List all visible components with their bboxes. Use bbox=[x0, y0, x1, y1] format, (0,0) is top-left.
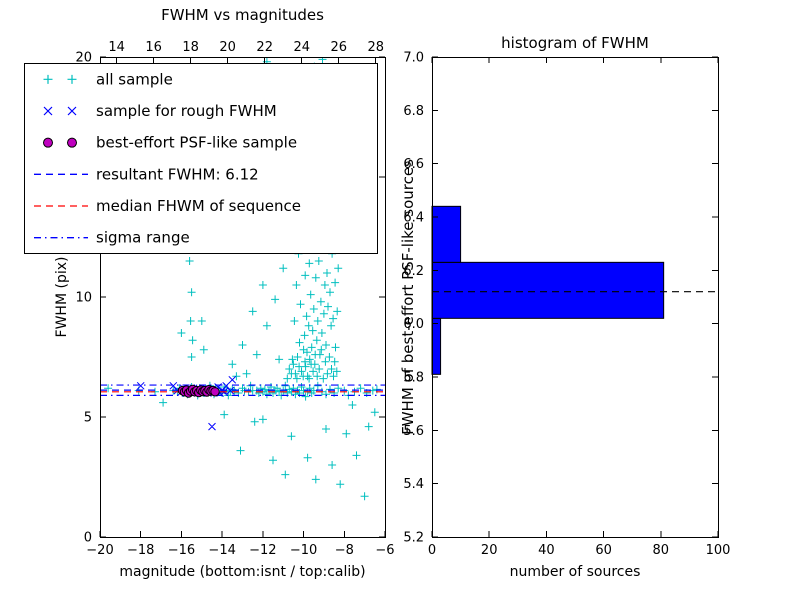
series-psf-like bbox=[177, 384, 220, 398]
legend-x-marker-icon bbox=[43, 106, 53, 116]
histogram-bar bbox=[431, 205, 462, 263]
svg-text:40: 40 bbox=[538, 543, 555, 558]
svg-text:−20: −20 bbox=[86, 543, 113, 558]
svg-text:22: 22 bbox=[256, 40, 273, 55]
legend-entry: all sample bbox=[43, 70, 173, 88]
legend-plus-marker-icon bbox=[43, 74, 53, 84]
svg-text:18: 18 bbox=[182, 40, 199, 55]
svg-text:5.4: 5.4 bbox=[403, 477, 424, 492]
svg-text:0: 0 bbox=[428, 543, 436, 558]
right-plot-axes bbox=[431, 56, 719, 538]
svg-text:20: 20 bbox=[219, 40, 236, 55]
legend-entry: best-effort PSF-like sample bbox=[43, 134, 297, 152]
series-rough-fwhm bbox=[136, 375, 237, 431]
svg-text:20: 20 bbox=[75, 51, 92, 66]
histogram-bar bbox=[431, 317, 442, 375]
svg-text:100: 100 bbox=[706, 543, 731, 558]
svg-text:6.8: 6.8 bbox=[403, 104, 424, 119]
svg-text:5: 5 bbox=[84, 411, 92, 426]
svg-text:6.4: 6.4 bbox=[403, 211, 424, 226]
legend-circle-marker-icon bbox=[67, 137, 77, 148]
legend-label: all sample bbox=[96, 70, 173, 88]
left-plot-axes bbox=[99, 56, 386, 538]
legend-label: median FHWM of sequence bbox=[96, 197, 301, 215]
svg-text:0: 0 bbox=[84, 531, 92, 546]
svg-text:20: 20 bbox=[481, 543, 498, 558]
legend-entry: sigma range bbox=[34, 229, 190, 247]
legend: all sample sample for rough FWHM best-effo… bbox=[24, 63, 378, 254]
svg-text:28: 28 bbox=[367, 40, 384, 55]
right-plot-ylabel: FWHM of best-effort PSF-like sources bbox=[399, 159, 417, 435]
legend-label: best-effort PSF-like sample bbox=[96, 134, 297, 152]
histogram-data bbox=[431, 205, 718, 375]
svg-text:−18: −18 bbox=[127, 543, 154, 558]
legend-entry: median FHWM of sequence bbox=[34, 197, 301, 215]
svg-text:5.8: 5.8 bbox=[403, 371, 424, 386]
svg-text:24: 24 bbox=[293, 40, 310, 55]
legend-label: sigma range bbox=[96, 229, 190, 247]
svg-text:14: 14 bbox=[108, 40, 125, 55]
svg-text:−14: −14 bbox=[208, 543, 235, 558]
legend-circle-marker-icon bbox=[43, 137, 53, 148]
left-plot-xlabel: magnitude (bottom:isnt / top:calib) bbox=[119, 564, 366, 580]
svg-text:6.6: 6.6 bbox=[403, 157, 424, 172]
svg-text:−16: −16 bbox=[168, 543, 195, 558]
histogram-bar bbox=[431, 261, 665, 319]
svg-text:−10: −10 bbox=[290, 543, 317, 558]
left-plot-ylabel: FWHM (pix) bbox=[54, 256, 70, 338]
legend-label: sample for rough FWHM bbox=[96, 102, 277, 120]
svg-text:5.6: 5.6 bbox=[403, 424, 424, 439]
right-plot-tick-labels: 0 20 40 60 80 100 5.2 5.4 5.6 5.8 6.0 6.2 6.4 6.6 6.8 7… bbox=[403, 51, 730, 559]
scatter-plot-data bbox=[100, 57, 385, 501]
svg-text:60: 60 bbox=[595, 543, 612, 558]
svg-text:7.0: 7.0 bbox=[403, 51, 424, 66]
left-plot-title: FWHM vs magnitudes bbox=[161, 6, 324, 24]
legend-label: resultant FWHM: 6.12 bbox=[96, 165, 259, 183]
svg-text:10: 10 bbox=[75, 291, 92, 306]
legend-x-marker-icon bbox=[67, 106, 77, 116]
svg-text:−12: −12 bbox=[249, 543, 276, 558]
legend-plus-marker-icon bbox=[67, 74, 77, 84]
svg-text:16: 16 bbox=[145, 40, 162, 55]
svg-text:6.0: 6.0 bbox=[403, 317, 424, 332]
legend-box bbox=[24, 63, 378, 254]
svg-text:−8: −8 bbox=[335, 543, 354, 558]
svg-text:−6: −6 bbox=[375, 543, 394, 558]
right-plot-title: histogram of FWHM bbox=[501, 34, 649, 52]
svg-text:80: 80 bbox=[653, 543, 670, 558]
left-plot-tick-labels: −20 −18 −16 −14 −12 −10 −8 −6 14 16 18 20 22 24 26 28 0 5… bbox=[75, 40, 394, 558]
svg-text:26: 26 bbox=[330, 40, 347, 55]
svg-text:5.2: 5.2 bbox=[403, 531, 424, 546]
svg-text:6.2: 6.2 bbox=[403, 264, 424, 279]
legend-entry: sample for rough FWHM bbox=[43, 102, 277, 120]
legend-entry: resultant FWHM: 6.12 bbox=[34, 165, 259, 183]
right-plot-xlabel: number of sources bbox=[509, 564, 641, 580]
